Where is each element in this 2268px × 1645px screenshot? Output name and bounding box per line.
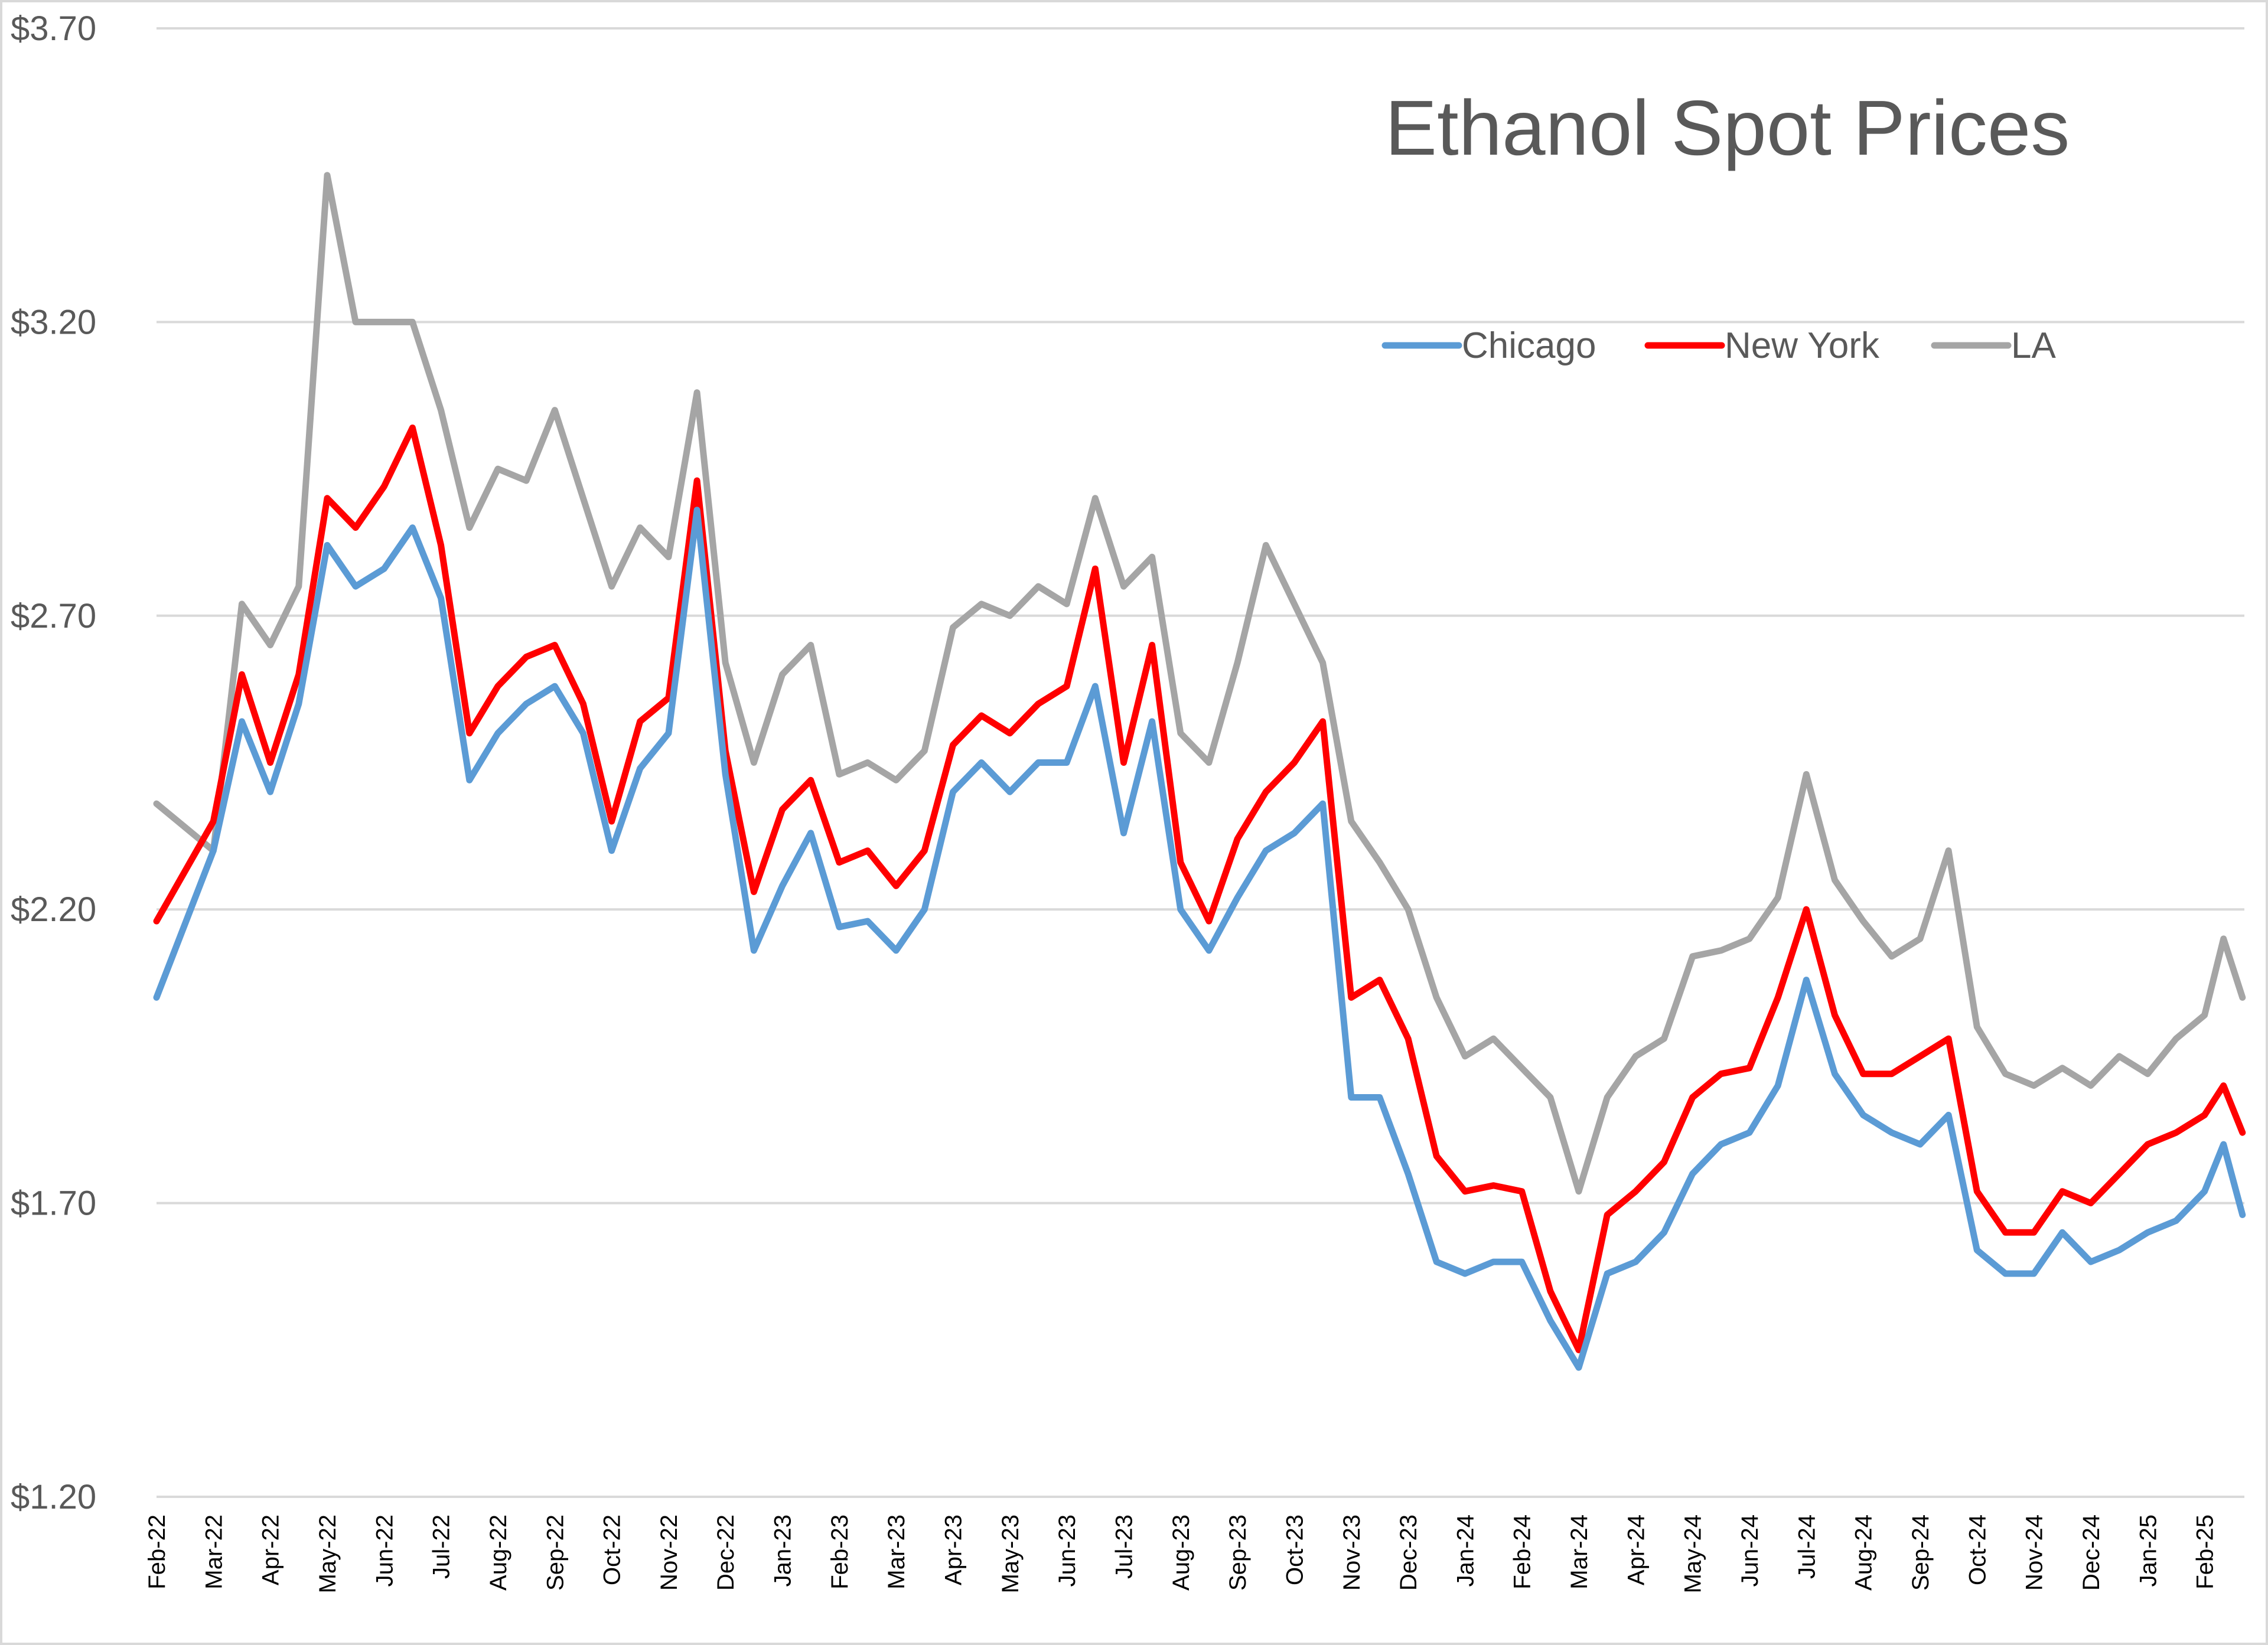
x-tick-label: Sep-22 [542, 1515, 568, 1591]
x-tick-label: May-23 [998, 1515, 1024, 1593]
x-tick-label: Dec-24 [2078, 1515, 2104, 1591]
x-tick-label: Feb-23 [827, 1515, 853, 1589]
x-tick-label: Apr-23 [941, 1515, 967, 1585]
x-tick-label: Sep-23 [1225, 1515, 1251, 1591]
x-tick-label: Oct-22 [599, 1515, 625, 1585]
series-line-chicago [153, 507, 2246, 1371]
x-tick-label: Oct-24 [1964, 1515, 1990, 1585]
legend-label: New York [1725, 325, 1880, 366]
x-tick-label: Mar-24 [1566, 1515, 1592, 1589]
x-tick-label: May-24 [1680, 1515, 1706, 1593]
x-tick-label: Jan-25 [2135, 1515, 2161, 1587]
x-tick-label: May-22 [315, 1515, 341, 1593]
y-tick-label: $2.20 [11, 890, 96, 929]
x-tick-label: Apr-22 [258, 1515, 284, 1585]
x-tick-label: Sep-24 [1908, 1515, 1934, 1591]
x-tick-label: Nov-22 [656, 1515, 682, 1591]
x-tick-label: Jan-24 [1452, 1515, 1478, 1587]
x-tick-label: Dec-22 [713, 1515, 739, 1591]
x-axis-tick-labels: Feb-22 Mar-22 Apr-22 May-22 Jun-22 Jul-22 Aug-… [144, 1515, 2218, 1593]
x-tick-label: Feb-25 [2192, 1515, 2218, 1589]
x-tick-label: Jul-24 [1794, 1515, 1820, 1579]
x-tick-label: Jul-23 [1111, 1515, 1137, 1579]
chart-title: Ethanol Spot Prices [1385, 84, 2070, 171]
x-tick-label: Aug-23 [1168, 1515, 1194, 1591]
legend: Chicago New York LA [1381, 325, 2056, 366]
series-line-la [153, 172, 2246, 1195]
y-tick-label: $1.20 [11, 1478, 96, 1516]
x-tick-label: Oct-23 [1282, 1515, 1308, 1585]
x-tick-label: Mar-22 [201, 1515, 227, 1589]
x-tick-label: Jun-24 [1737, 1515, 1763, 1587]
x-tick-label: Jun-22 [372, 1515, 397, 1587]
x-tick-label: Feb-22 [144, 1515, 170, 1589]
y-axis-tick-labels: $1.20 $1.70 $2.20 $2.70 $3.20 $3.70 [11, 9, 96, 1516]
x-tick-label: Dec-23 [1396, 1515, 1422, 1591]
y-tick-label: $1.70 [11, 1184, 96, 1223]
x-tick-label: Nov-24 [2022, 1515, 2048, 1591]
x-tick-label: Aug-22 [485, 1515, 511, 1591]
legend-label: Chicago [1462, 325, 1596, 366]
x-tick-label: Mar-23 [884, 1515, 910, 1589]
x-tick-label: Jul-22 [429, 1515, 455, 1579]
x-tick-label: Feb-24 [1510, 1515, 1536, 1589]
x-tick-label: Jun-23 [1054, 1515, 1080, 1587]
x-tick-label: Jan-23 [770, 1515, 796, 1587]
x-tick-label: Aug-24 [1851, 1515, 1877, 1591]
x-tick-label: Nov-23 [1339, 1515, 1365, 1591]
series-line-new-york [153, 425, 2246, 1353]
y-tick-label: $3.70 [11, 9, 96, 48]
y-tick-label: $2.70 [11, 597, 96, 635]
series-lines [153, 172, 2246, 1371]
y-tick-label: $3.20 [11, 303, 96, 341]
x-tick-label: Apr-24 [1623, 1515, 1649, 1585]
legend-label: LA [2011, 325, 2056, 366]
gridlines [157, 27, 2244, 1498]
